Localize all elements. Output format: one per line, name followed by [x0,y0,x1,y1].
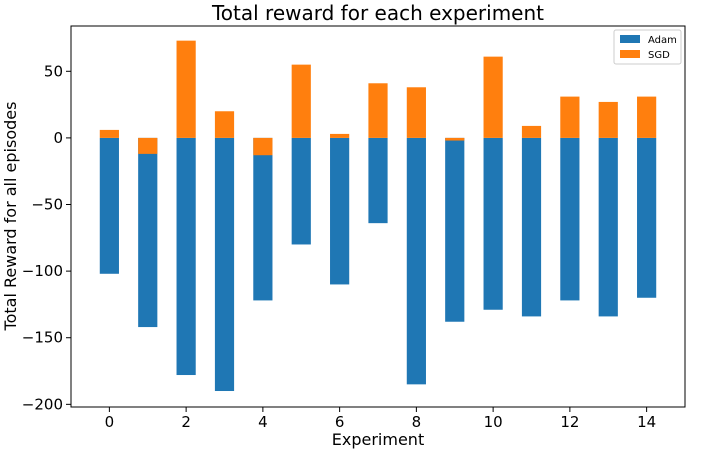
x-tick-label: 10 [484,413,503,431]
bar-sgd-1 [138,137,158,154]
bar-sgd-11 [521,125,542,138]
x-tick-label: 8 [412,413,422,431]
bar-adam-5 [291,137,311,245]
bar-sgd-5 [291,64,311,138]
bar-sgd-14 [637,96,657,138]
bar-adam-7 [368,137,388,224]
bar-adam-2 [176,137,196,376]
bar-adam-0 [99,137,119,274]
legend-swatch-adam [620,35,640,43]
legend: Adam SGD [613,29,682,65]
x-tick-label: 4 [258,413,268,431]
bar-sgd-0 [99,129,119,138]
bar-sgd-2 [176,40,196,138]
y-tick-label: −100 [22,262,63,280]
x-tick-label: 12 [560,413,579,431]
y-tick-label: −150 [22,329,63,347]
plot-frame [70,25,686,408]
bar-sgd-9 [445,137,465,141]
y-tick-label: 0 [53,129,63,147]
bar-sgd-12 [560,96,580,138]
x-tick-label: 0 [105,413,115,431]
y-tick-label: −50 [31,196,63,214]
bar-adam-3 [214,137,235,392]
legend-label-sgd: SGD [648,50,670,61]
bar-sgd-13 [598,101,618,138]
bar-adam-12 [560,137,580,301]
x-tick-label: 6 [335,413,345,431]
y-axis-label: Total Reward for all episodes [1,102,20,332]
bar-adam-6 [330,137,350,285]
bar-sgd-10 [483,56,503,138]
bars-group [99,40,657,392]
bar-sgd-6 [330,133,350,138]
bar-sgd-3 [214,111,235,138]
x-axis-label: Experiment [332,430,424,449]
y-axis-ticks: −200 −150 −100 −50 0 50 [22,62,71,413]
chart-title: Total reward for each experiment [211,1,544,25]
x-axis-ticks: 0 2 4 6 8 10 12 14 [105,407,656,431]
bar-sgd-7 [368,83,388,138]
y-tick-label: 50 [44,62,63,80]
y-tick-label: −200 [22,395,63,413]
bar-adam-1 [138,137,158,328]
x-tick-label: 2 [181,413,191,431]
bar-adam-11 [521,137,542,317]
bar-adam-13 [598,137,618,317]
bar-adam-4 [253,137,273,301]
bar-sgd-8 [406,87,426,138]
x-tick-label: 14 [637,413,656,431]
bar-sgd-4 [253,137,273,156]
legend-swatch-sgd [620,50,640,58]
bar-adam-9 [445,137,465,322]
bar-adam-14 [637,137,657,298]
legend-label-adam: Adam [648,35,677,46]
bar-adam-8 [406,137,426,385]
bar-adam-10 [483,137,503,310]
